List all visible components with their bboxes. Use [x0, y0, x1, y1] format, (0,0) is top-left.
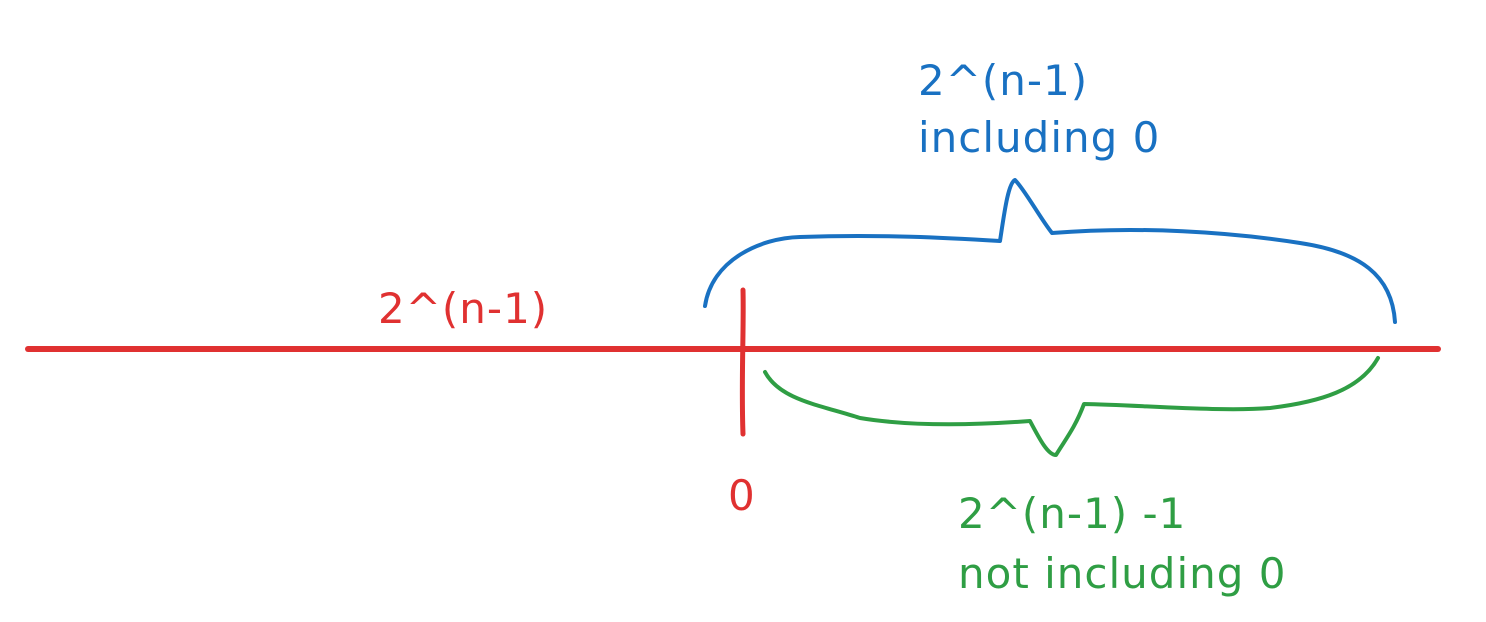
positive-count-label-line1: 2^(n-1): [918, 56, 1088, 105]
zero-tick: [739, 287, 746, 437]
positive-nonzero-label-line2: not including 0: [958, 549, 1286, 598]
positive-count-label-line2: including 0: [918, 113, 1160, 162]
brace-including-zero: [703, 178, 1397, 324]
negative-count-label: 2^(n-1): [378, 284, 548, 333]
brace-not-including-zero: [763, 356, 1380, 457]
positive-nonzero-label-line1: 2^(n-1) -1: [958, 489, 1186, 538]
number-line: [25, 346, 1441, 354]
zero-label: 0: [728, 471, 756, 520]
